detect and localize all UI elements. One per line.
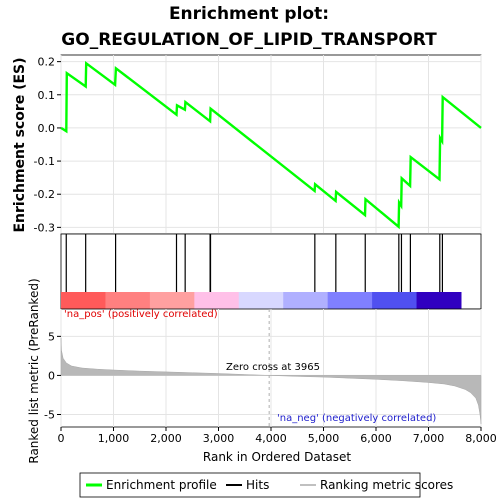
x-tick-label: 4,000	[255, 432, 287, 445]
chart-title-line1: Enrichment plot:	[169, 4, 329, 24]
es-tick-label: -0.1	[34, 155, 55, 168]
ranking-metric-area	[60, 337, 482, 424]
hits-markers	[65, 234, 444, 292]
neg-annotation: 'na_neg' (negatively correlated)	[277, 413, 436, 424]
heatmap-segment	[372, 292, 418, 309]
x-tick-label: 7,000	[413, 432, 445, 445]
heatmap-segment	[105, 292, 151, 309]
x-tick-label: 6,000	[360, 432, 392, 445]
heatmap-segment	[61, 292, 106, 309]
es-ticks: 0.2 0.1 0.0 -0.1 -0.2 -0.3	[34, 56, 61, 234]
x-tick-label: 3,000	[203, 432, 235, 445]
x-tick-label: 8,000	[465, 432, 497, 445]
x-tick-label: 2,000	[150, 432, 182, 445]
legend-box	[79, 472, 421, 498]
es-tick-label: 0.1	[38, 89, 56, 102]
heatmap-segment	[238, 292, 284, 309]
enrichment-profile-line	[60, 60, 482, 230]
pos-annotation: 'na_pos' (positively correlated)	[64, 309, 218, 320]
x-axis-ticks: 0 1,000 2,000 3,000 4,000 5,000 6,000 7,000 8,00…	[58, 427, 497, 445]
rank-heatmap-bar	[61, 292, 462, 309]
es-axis-label: Enrichment score (ES)	[12, 57, 28, 232]
es-tick-label: -0.2	[34, 188, 55, 201]
chart-title-line2: GO_REGULATION_OF_LIPID_TRANSPORT	[61, 30, 437, 50]
es-tick-label: 0.2	[38, 56, 56, 69]
heatmap-segment	[327, 292, 373, 309]
heatmap-segment	[283, 292, 329, 309]
x-tick-label: 1,000	[98, 432, 130, 445]
heatmap-segment	[149, 292, 195, 309]
legend: Enrichment profile Hits Ranking metric sco…	[86, 478, 453, 492]
es-tick-label: -0.3	[34, 221, 55, 234]
legend-label: Enrichment profile	[106, 478, 217, 492]
metric-axis-label: Ranked list metric (PreRanked)	[27, 278, 41, 463]
x-tick-label: 0	[58, 432, 65, 445]
heatmap-segment	[416, 292, 462, 309]
zero-cross-annotation: Zero cross at 3965	[226, 362, 320, 373]
metric-tick-label: 0	[48, 369, 55, 382]
metric-tick-label: 5	[48, 330, 55, 343]
x-tick-label: 5,000	[308, 432, 340, 445]
es-tick-label: 0.0	[38, 122, 56, 135]
heatmap-segment	[194, 292, 240, 309]
legend-label: Ranking metric scores	[320, 478, 453, 492]
x-axis-label: Rank in Ordered Dataset	[203, 450, 351, 464]
legend-label: Hits	[246, 478, 269, 492]
metric-ticks: 5 0 -5	[44, 330, 61, 421]
es-gridlines	[60, 55, 482, 234]
metric-tick-label: -5	[44, 408, 55, 421]
